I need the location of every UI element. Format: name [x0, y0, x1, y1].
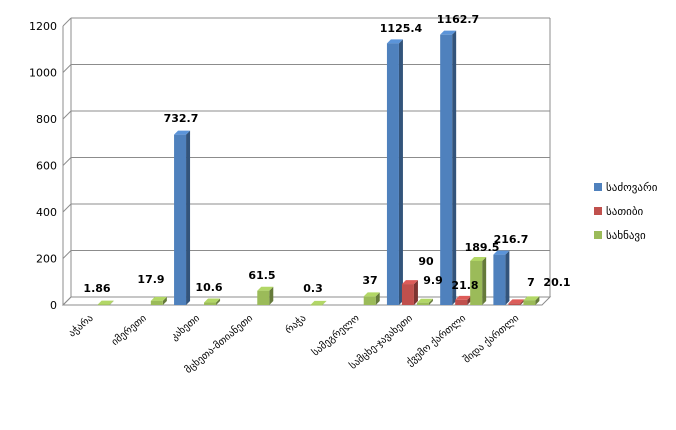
bar: [401, 280, 418, 305]
gridlines: [62, 17, 550, 306]
y-tick-label: 1200: [29, 20, 57, 33]
data-label: 9.9: [423, 274, 443, 287]
gridline: [62, 64, 550, 73]
category-label: აჭარა: [66, 312, 95, 339]
legend-item: სახნავი: [594, 229, 646, 242]
data-label: 7: [527, 276, 535, 289]
data-label: 1.86: [83, 282, 110, 295]
bar: [363, 292, 380, 305]
bar: [257, 286, 274, 305]
bar: [416, 298, 433, 305]
data-label: 0.3: [303, 282, 323, 295]
bar: [310, 300, 327, 306]
bar: [523, 296, 540, 305]
legend-item: საძოვარი: [594, 181, 658, 194]
legend-label: სათიბი: [606, 205, 644, 218]
bar: [386, 39, 403, 305]
y-tick-label: 600: [36, 160, 57, 173]
data-label: 20.1: [543, 276, 570, 289]
y-tick-label: 1000: [29, 67, 57, 80]
bar: [204, 298, 221, 305]
legend-label: საძოვარი: [606, 181, 658, 194]
legend-swatch: [594, 183, 602, 191]
data-label: 189.5: [465, 241, 500, 254]
y-tick-label: 400: [36, 206, 57, 219]
bar: [470, 256, 487, 305]
y-tick-label: 0: [50, 299, 57, 312]
bar: [174, 130, 191, 305]
bar: [440, 30, 457, 306]
data-label: 10.6: [195, 281, 222, 294]
legend-swatch: [594, 231, 602, 239]
legend: საძოვარი სათიბი სახნავი: [594, 181, 658, 242]
category-label: შიდა ქართლი: [461, 312, 521, 365]
gridline: [62, 17, 550, 27]
legend-label: სახნავი: [606, 229, 646, 242]
y-tick-label: 800: [36, 113, 57, 126]
data-label: 21.8: [451, 279, 478, 292]
legend-swatch: [594, 207, 602, 215]
gridline: [62, 157, 550, 166]
bar: [493, 250, 510, 305]
data-label: 37: [362, 274, 377, 287]
bar: [508, 299, 525, 305]
axes: [61, 18, 552, 306]
bar: [97, 300, 114, 306]
gridline: [62, 110, 550, 120]
gridline: [62, 250, 550, 259]
category-label: სამეგრელო: [310, 312, 362, 359]
data-label: 1125.4: [380, 22, 423, 35]
y-tick-labels: 0 200 400 600 800 1000 1200: [29, 20, 57, 312]
bar: [150, 296, 167, 305]
data-label: 216.7: [494, 233, 529, 246]
data-label: 90: [418, 255, 434, 268]
category-label: რაჭა: [283, 312, 309, 336]
data-label: 1162.7: [437, 13, 479, 26]
gridline: [62, 203, 550, 213]
data-label: 732.7: [164, 112, 199, 125]
legend-item: სათიბი: [594, 205, 644, 218]
data-label: 61.5: [248, 269, 275, 282]
data-labels: 1.86 17.9 732.7 10.6 61.5 0.3 37 1125.4 90 9.9 116…: [83, 13, 570, 295]
bars: [97, 30, 540, 306]
y-tick-label: 200: [36, 253, 57, 266]
data-label: 17.9: [137, 273, 164, 286]
category-label: იმერეთი: [109, 312, 149, 348]
category-label: კახეთი: [168, 312, 202, 343]
